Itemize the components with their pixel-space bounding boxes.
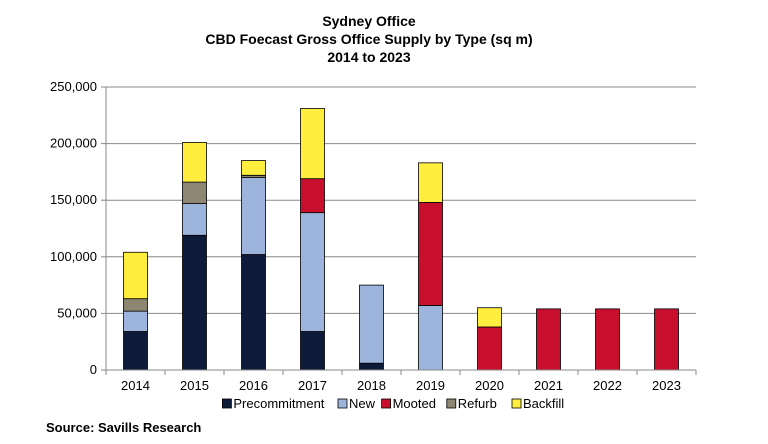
legend: Precommitment New Mooted Refurb Backfill — [221, 396, 564, 411]
bar-segment-backfill-2017 — [300, 108, 325, 180]
x-tick-labels: 2014 2015 2016 2017 2018 2019 2020 2021 2022 2023 — [121, 378, 681, 393]
bar-segment-new-2014 — [123, 310, 148, 332]
legend-swatch-new — [337, 398, 348, 409]
bar-segment-mooted-2023 — [654, 308, 679, 371]
bar-segment-mooted-2022 — [595, 308, 620, 371]
y-tick-label: 50,000 — [57, 305, 97, 320]
legend-swatch-backfill — [511, 398, 522, 409]
x-tick-label: 2015 — [180, 378, 209, 393]
legend-swatch-refurb — [446, 398, 457, 409]
legend-label-backfill: Backfill — [523, 396, 564, 411]
chart-title-line-2: CBD Foecast Gross Office Supply by Type … — [205, 31, 532, 47]
bar-segment-mooted-2019 — [418, 202, 443, 306]
x-tick-label: 2016 — [239, 378, 268, 393]
legend-swatch-precommitment — [221, 398, 232, 409]
bar-segment-refurb-2015 — [182, 181, 207, 204]
legend-label-precommitment: Precommitment — [233, 396, 324, 411]
axes — [101, 86, 697, 375]
bar-segment-mooted-2021 — [536, 308, 561, 371]
x-tick-label: 2017 — [298, 378, 327, 393]
y-tick-label: 250,000 — [50, 79, 97, 94]
x-tick-label: 2021 — [534, 378, 563, 393]
x-tick-label: 2022 — [593, 378, 622, 393]
legend-label-new: New — [349, 396, 376, 411]
chart-title-line-1: Sydney Office — [322, 13, 416, 29]
y-tick-label: 100,000 — [50, 249, 97, 264]
bar-segment-new-2015 — [182, 203, 207, 236]
bar-segment-backfill-2019 — [418, 162, 443, 203]
bar-segment-new-2019 — [418, 305, 443, 371]
x-tick-label: 2014 — [121, 378, 150, 393]
source-note: Source: Savills Research — [46, 420, 202, 435]
y-tick-label: 150,000 — [50, 192, 97, 207]
legend-label-mooted: Mooted — [393, 396, 436, 411]
bars — [123, 108, 679, 371]
bar-segment-backfill-2015 — [182, 142, 207, 183]
bar-segment-precommitment-2015 — [182, 234, 207, 371]
x-tick-label: 2019 — [416, 378, 445, 393]
bar-segment-new-2017 — [300, 212, 325, 332]
bar-segment-refurb-2014 — [123, 298, 148, 312]
x-tick-label: 2018 — [357, 378, 386, 393]
bar-segment-backfill-2020 — [477, 307, 502, 328]
bar-segment-new-2016 — [241, 177, 266, 255]
bar-segment-mooted-2020 — [477, 326, 502, 371]
y-tick-label: 200,000 — [50, 136, 97, 151]
chart-title-line-3: 2014 to 2023 — [327, 49, 410, 65]
bar-segment-mooted-2017 — [300, 178, 325, 214]
bar-segment-backfill-2016 — [241, 160, 266, 176]
bar-segment-precommitment-2017 — [300, 331, 325, 371]
bar-segment-backfill-2014 — [123, 251, 148, 300]
bar-segment-precommitment-2014 — [123, 331, 148, 371]
x-tick-label: 2020 — [475, 378, 504, 393]
x-tick-label: 2023 — [652, 378, 681, 393]
bar-segment-new-2018 — [359, 284, 384, 364]
y-tick-label: 0 — [90, 362, 97, 377]
legend-label-refurb: Refurb — [458, 396, 497, 411]
bar-segment-precommitment-2018 — [359, 362, 384, 371]
bar-segment-precommitment-2016 — [241, 254, 266, 371]
legend-swatch-mooted — [381, 398, 392, 409]
y-tick-labels: 0 50,000 100,000 150,000 200,000 250,000 — [50, 79, 97, 377]
